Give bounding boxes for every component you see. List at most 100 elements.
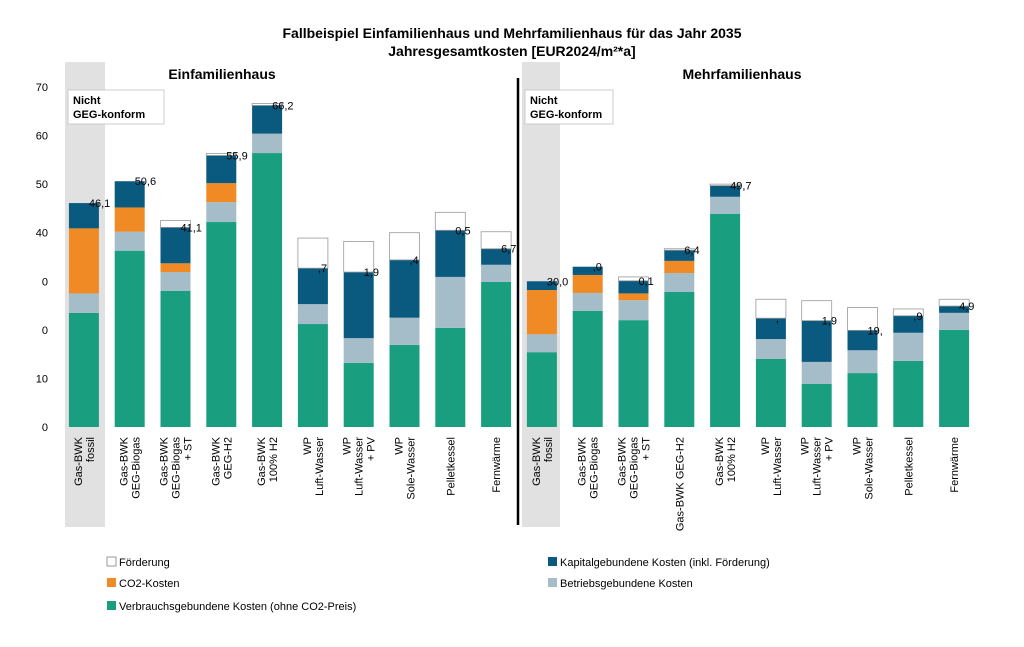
bar-segment <box>114 207 145 232</box>
bar-segment <box>68 203 99 229</box>
x-tick-label: + PV <box>824 436 836 461</box>
y-tick-label: 0 <box>42 325 48 337</box>
bar-segment <box>435 230 466 277</box>
bar-segment <box>206 183 237 203</box>
legend-label: Förderung <box>119 557 170 569</box>
x-tick-label: Luft-Wasser <box>314 437 326 496</box>
bar-segment <box>481 248 512 265</box>
x-tick-label: WP <box>302 437 314 455</box>
bar-segment <box>663 248 695 251</box>
x-tick-label: Gas-BWK <box>119 436 131 486</box>
data-label: 41,1 <box>181 222 202 234</box>
x-tick-label: + ST <box>183 437 195 461</box>
x-tick-label: Fernwärme <box>491 437 503 493</box>
annotation: Nicht <box>73 95 101 107</box>
x-tick-label: + PV <box>366 436 378 461</box>
data-label: 66,2 <box>272 100 293 112</box>
bar-segment <box>755 339 786 359</box>
chart-title: Jahresgesamtkosten [EUR2024/m²*a] <box>388 43 635 59</box>
x-tick-label: GEG-Biogas <box>589 437 601 499</box>
x-tick-label: Gas-BWK <box>73 436 85 486</box>
bar-segment <box>343 362 374 427</box>
x-tick-label: GEG-Biogas <box>629 437 641 499</box>
bar-segment <box>801 320 832 362</box>
bar-segment <box>160 272 191 291</box>
bar-segment <box>297 304 328 325</box>
group-label: Einfamilienhaus <box>168 66 276 82</box>
x-tick-label: Pelletkessel <box>903 437 915 496</box>
data-label: 50,6 <box>135 176 156 188</box>
x-tick-label: Gas-BWK <box>714 436 726 486</box>
x-tick-label: Sole-Wasser <box>406 437 418 500</box>
bar-segment <box>939 329 970 427</box>
bar-segment <box>205 153 237 156</box>
x-tick-label: Gas-BWK GEG-H2 <box>674 437 686 531</box>
bar-segment <box>526 290 557 335</box>
x-tick-label: Gas-BWK <box>210 436 222 486</box>
bar-segment <box>114 231 145 251</box>
bar-segment <box>68 312 99 427</box>
bar-segment <box>710 213 741 427</box>
x-tick-label: GEG-H2 <box>222 437 234 479</box>
legend-marker <box>107 578 116 587</box>
x-tick-label: Gas-BWK <box>577 436 589 486</box>
bar-segment <box>893 360 924 427</box>
bar-segment <box>389 317 420 345</box>
bar-segment <box>939 312 970 330</box>
bar-segment <box>435 327 466 427</box>
x-tick-label: Gas-BWK <box>159 436 171 486</box>
x-tick-label: Pelletkessel <box>445 437 457 496</box>
bar-segment <box>572 292 603 311</box>
bar-segment <box>893 315 924 333</box>
data-label: 55,9 <box>226 150 247 162</box>
bar-segment <box>572 266 603 275</box>
y-tick-label: 40 <box>36 228 48 240</box>
bar-segment <box>160 263 191 273</box>
bar-segment <box>160 291 191 427</box>
bar-segment <box>572 310 603 427</box>
x-tick-label: WP <box>342 437 354 455</box>
bar-segment <box>343 272 374 339</box>
x-tick-label: WP <box>800 437 812 455</box>
x-tick-label: 100% H2 <box>268 437 280 482</box>
x-tick-label: Gas-BWK <box>531 436 543 486</box>
bar-segment <box>206 202 237 223</box>
bar-segment <box>755 318 786 340</box>
data-label: 46,1 <box>89 198 110 210</box>
bar-segment <box>572 274 603 293</box>
data-label: 1,9 <box>364 267 379 279</box>
data-label: ,0 <box>593 262 602 274</box>
x-tick-label: WP <box>852 437 864 455</box>
x-tick-label: WP <box>760 437 772 455</box>
bar-segment <box>709 183 741 186</box>
bar-segment <box>297 268 328 305</box>
bar-segment <box>389 232 420 261</box>
legend-marker <box>107 601 116 610</box>
x-tick-label: Gas-BWK <box>617 436 629 486</box>
bar-segment <box>343 338 374 363</box>
bar-segment <box>618 320 649 427</box>
y-tick-label: 50 <box>36 179 48 191</box>
bar-segment <box>801 361 832 384</box>
bar-segment <box>435 276 466 328</box>
bar-segment <box>847 307 878 331</box>
data-label: , <box>776 313 779 325</box>
bar-segment <box>710 196 741 214</box>
bar-segment <box>618 276 649 282</box>
data-label: ,7 <box>318 263 327 275</box>
bar-segment <box>801 300 833 322</box>
bar-segment <box>389 259 420 318</box>
bar-segment <box>526 352 557 427</box>
annotation-box <box>524 89 614 125</box>
data-label: 6,4 <box>684 245 699 257</box>
data-label: 49,7 <box>730 181 751 193</box>
annotation: GEG-konform <box>73 109 145 121</box>
bar-segment <box>68 293 99 313</box>
bar-segment <box>252 105 283 134</box>
x-tick-label: fossil <box>543 437 555 462</box>
bar-segment <box>755 359 786 427</box>
bar-segment <box>893 332 924 361</box>
data-label: 0,1 <box>639 276 654 288</box>
bar-segment <box>434 211 466 231</box>
